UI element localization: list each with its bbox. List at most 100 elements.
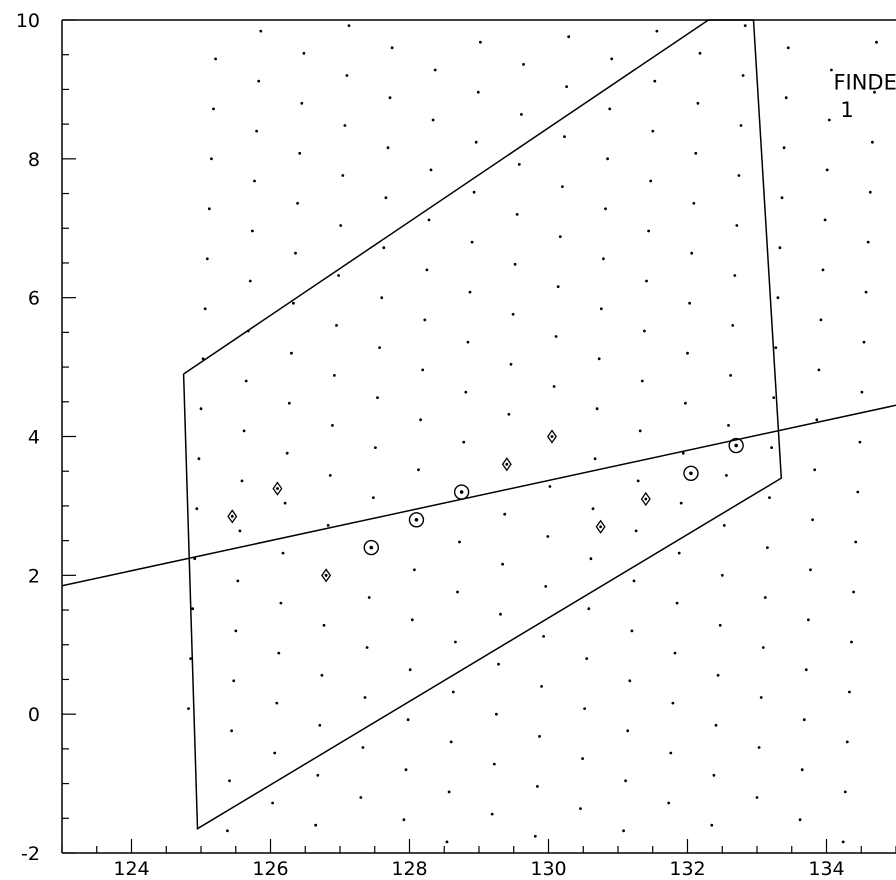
lattice-dot bbox=[731, 324, 735, 327]
lattice-dot bbox=[743, 24, 747, 27]
lattice-dot bbox=[384, 196, 388, 200]
lattice-dot bbox=[402, 818, 406, 822]
circle-center-dot bbox=[369, 545, 374, 550]
lattice-dot bbox=[772, 396, 776, 399]
lattice-dot bbox=[862, 340, 866, 344]
y-tick-label: -2 bbox=[21, 843, 40, 865]
fit-line-segment bbox=[61, 404, 896, 587]
lattice-dot bbox=[798, 818, 802, 822]
lattice-dot bbox=[583, 707, 586, 710]
lattice-dot bbox=[622, 829, 625, 833]
lattice-dot bbox=[242, 429, 246, 433]
lattice-dot bbox=[821, 268, 825, 272]
lattice-dot bbox=[823, 218, 827, 222]
lattice-dot bbox=[495, 712, 498, 716]
lattice-dot bbox=[376, 396, 379, 399]
lattice-dot bbox=[716, 673, 720, 677]
lattice-dot bbox=[503, 512, 507, 516]
lattice-dot bbox=[300, 101, 304, 105]
lattice-dot bbox=[474, 140, 478, 144]
lattice-dot bbox=[669, 751, 673, 755]
lattice-dot bbox=[449, 740, 453, 744]
lattice-dot bbox=[645, 279, 648, 283]
lattice-dot bbox=[774, 346, 778, 349]
lattice-dot bbox=[279, 601, 283, 605]
lattice-dot bbox=[804, 668, 808, 672]
lattice-dot bbox=[207, 207, 211, 211]
lattice-dot bbox=[780, 196, 784, 200]
lattice-dot bbox=[257, 79, 261, 83]
lattice-dot bbox=[322, 623, 326, 627]
circle-shape bbox=[408, 512, 425, 528]
lattice-dot bbox=[690, 251, 694, 255]
lattice-dot bbox=[248, 279, 252, 283]
lattice-dot bbox=[854, 540, 858, 544]
circle-shape bbox=[683, 465, 699, 481]
lattice-dot bbox=[626, 729, 630, 733]
lattice-dot bbox=[374, 446, 377, 449]
lattice-dot bbox=[515, 213, 519, 216]
lattice-dot bbox=[413, 568, 416, 572]
lattice-dot bbox=[825, 168, 829, 172]
diamond-marker bbox=[501, 457, 512, 472]
circle-marker bbox=[363, 539, 379, 556]
lattice-dot bbox=[856, 490, 860, 494]
lattice-dot bbox=[759, 696, 763, 699]
lattice-dot bbox=[277, 651, 281, 655]
lattice-dot bbox=[343, 124, 347, 127]
lattice-dot bbox=[302, 51, 306, 55]
lattice-dot bbox=[283, 501, 287, 505]
lattice-dot bbox=[636, 479, 640, 483]
lattice-dot bbox=[599, 307, 603, 311]
lattice-dot bbox=[509, 362, 513, 366]
lattice-dot bbox=[565, 85, 568, 88]
lattice-dot bbox=[770, 446, 773, 449]
lattice-dot bbox=[335, 324, 338, 327]
lattice-dot bbox=[345, 74, 349, 77]
lattice-dot bbox=[589, 557, 593, 561]
lattice-dot bbox=[581, 757, 584, 760]
lattice-dot bbox=[316, 773, 320, 777]
y-tick-label: 6 bbox=[28, 288, 40, 310]
lattice-dot bbox=[425, 268, 429, 272]
lattice-dot bbox=[624, 779, 627, 783]
lattice-dot bbox=[675, 601, 679, 605]
diamond-marker bbox=[595, 519, 606, 534]
lattice-dot bbox=[684, 401, 687, 405]
lattice-dot bbox=[848, 690, 851, 694]
diamond-center-dot bbox=[505, 462, 509, 466]
lattice-dot bbox=[240, 479, 244, 483]
lattice-dot bbox=[655, 29, 659, 33]
lattice-dot bbox=[817, 368, 821, 372]
lattice-dot bbox=[522, 63, 525, 66]
circle-center-dot bbox=[414, 518, 419, 522]
lattice-dot bbox=[591, 507, 595, 511]
lattice-dot bbox=[238, 529, 242, 533]
lattice-dot bbox=[653, 79, 657, 83]
lattice-dot bbox=[328, 474, 332, 477]
lattice-dot bbox=[755, 796, 759, 799]
y-tick-label: 4 bbox=[28, 427, 40, 449]
lattice-dot bbox=[681, 451, 685, 455]
lattice-points bbox=[187, 24, 878, 844]
lattice-dot bbox=[290, 351, 293, 355]
lattice-dot bbox=[287, 401, 291, 405]
lattice-dot bbox=[634, 529, 638, 533]
x-tick-label: 130 bbox=[530, 858, 566, 880]
lattice-dot bbox=[673, 651, 677, 655]
lattice-dot bbox=[610, 57, 614, 61]
lattice-dot bbox=[447, 790, 451, 794]
lattice-dot bbox=[710, 823, 714, 827]
lattice-dot bbox=[331, 424, 334, 427]
lattice-dot bbox=[811, 518, 814, 522]
diamond-center-dot bbox=[230, 514, 234, 518]
lattice-dot bbox=[800, 768, 804, 772]
lattice-dot bbox=[536, 785, 539, 788]
lattice-dot bbox=[205, 257, 209, 261]
x-tick-label: 124 bbox=[113, 858, 149, 880]
fit-line bbox=[61, 404, 896, 587]
lattice-dot bbox=[285, 451, 289, 455]
lattice-dot bbox=[326, 524, 330, 527]
y-tick-label: 2 bbox=[28, 565, 40, 587]
lattice-dot bbox=[864, 290, 868, 294]
